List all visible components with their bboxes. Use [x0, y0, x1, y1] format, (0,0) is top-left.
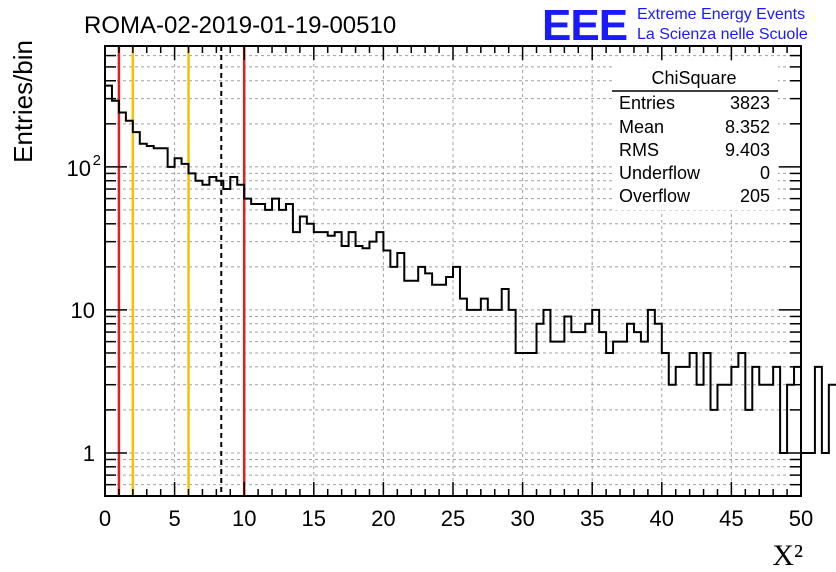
- stats-value-overflow: 205: [740, 186, 770, 206]
- chart-title: ROMA-02-2019-01-19-00510: [84, 12, 396, 39]
- x-tick-label: 5: [168, 506, 180, 531]
- stats-label-rms: RMS: [619, 140, 659, 160]
- stats-label-overflow: Overflow: [619, 186, 691, 206]
- axis-ticks: [104, 46, 802, 496]
- stats-label-underflow: Underflow: [619, 163, 701, 183]
- stats-value-rms: 9.403: [725, 140, 770, 160]
- stats-value-mean: 8.352: [725, 117, 770, 137]
- x-tick-label: 0: [99, 506, 111, 531]
- y-tick-label: 10: [67, 156, 91, 181]
- y-axis-label: Entries/bin: [8, 40, 38, 163]
- stats-value-underflow: 0: [760, 163, 770, 183]
- x-tick-label: 15: [302, 506, 326, 531]
- y-tick-label-exponent: 2: [93, 152, 101, 169]
- eee-logo: EEE Extreme Energy Events La Scienza nel…: [542, 1, 808, 50]
- histogram-line: [105, 84, 836, 454]
- x-axis-label: X²: [772, 539, 803, 572]
- x-tick-label: 10: [232, 506, 256, 531]
- stats-label-mean: Mean: [619, 117, 664, 137]
- x-tick-label: 40: [650, 506, 674, 531]
- x-tick-label: 25: [441, 506, 465, 531]
- x-tick-label: 50: [789, 506, 813, 531]
- stats-title: ChiSquare: [651, 68, 736, 88]
- x-tick-label: 30: [510, 506, 534, 531]
- x-tick-label: 35: [580, 506, 604, 531]
- logo-mark: EEE: [542, 1, 627, 50]
- x-tick-label: 20: [371, 506, 395, 531]
- y-tick-label: 1: [83, 441, 95, 466]
- stats-value-entries: 3823: [730, 93, 770, 113]
- stats-label-entries: Entries: [619, 93, 675, 113]
- x-tick-label: 45: [719, 506, 743, 531]
- y-tick-label: 10: [71, 298, 95, 323]
- logo-line2: La Scienza nelle Scuole: [637, 26, 808, 43]
- marker-lines: [117, 46, 246, 496]
- logo-line1: Extreme Energy Events: [637, 6, 805, 23]
- stats-box: ChiSquare Entries 3823 Mean 8.352 RMS 9.…: [612, 62, 778, 210]
